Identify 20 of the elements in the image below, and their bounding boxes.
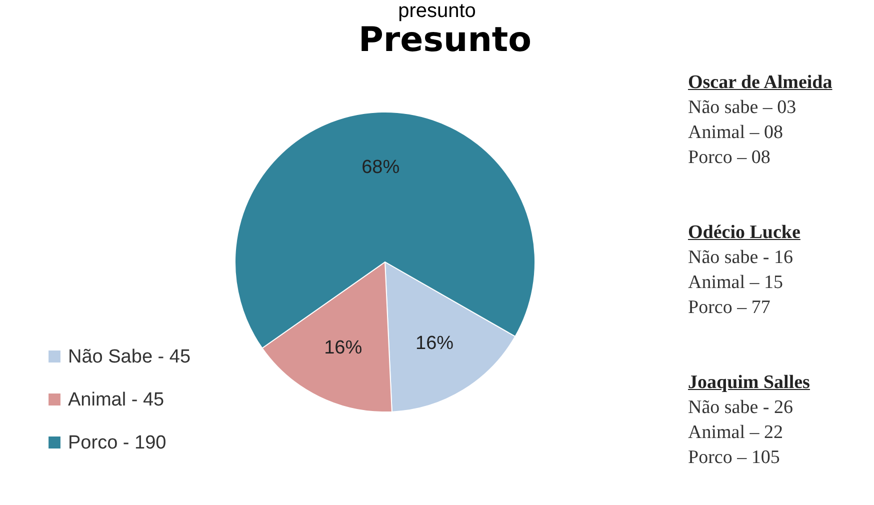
text: Odécio Lucke [688,221,800,245]
text: Porco – 08 [688,146,772,170]
chart-title: Presunto [358,20,532,60]
text: Joaquim Salles [688,371,810,395]
data-label: 16% [324,337,362,358]
text: Não sabe – 03 [688,96,798,120]
data-label: 16% [416,333,454,354]
text: Animal – 08 [688,121,784,145]
text: Não sabe - 16 [688,246,794,270]
text: Animal – 22 [688,421,784,445]
data-label: 68% [362,157,400,178]
text: Animal – 15 [688,271,784,295]
legend-label: Porco - 190 [68,432,166,454]
text: Porco – 77 [688,296,772,320]
text: presunto [397,0,477,22]
text: Oscar de Almeida [688,71,832,95]
text: Não sabe - 26 [688,396,794,420]
legend-label: Não Sabe - 45 [68,346,191,368]
text: Porco – 105 [688,446,781,470]
legend-label: Animal - 45 [68,390,164,410]
